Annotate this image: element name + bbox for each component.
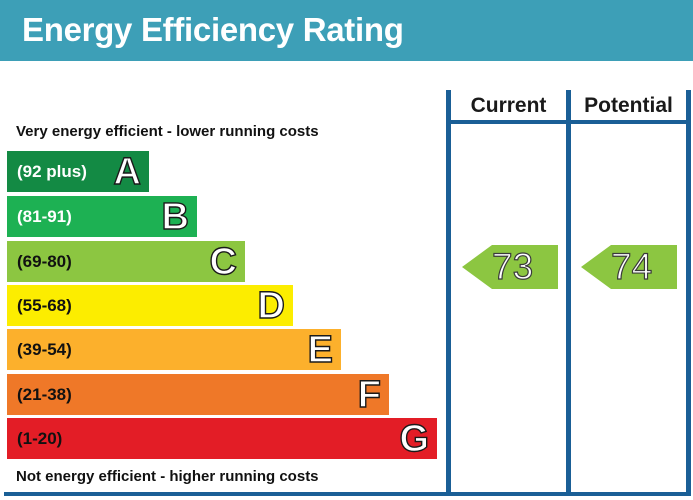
inefficient-note: Not energy efficient - higher running co…	[16, 468, 319, 485]
band-g-letter: G	[399, 417, 430, 460]
middle-divider	[566, 90, 571, 495]
right-divider	[686, 90, 691, 495]
band-f: (21-38) F	[7, 373, 389, 417]
band-c: (69-80) C	[7, 240, 245, 284]
band-f-range: (21-38)	[17, 385, 72, 404]
band-f-letter: F	[357, 373, 382, 416]
band-b-range: (81-91)	[17, 207, 72, 226]
potential-rating-value: 74	[610, 245, 653, 287]
band-a-letter: A	[113, 150, 142, 193]
header-bar: Energy Efficiency Rating	[0, 0, 693, 61]
band-d: (55-68) D	[7, 284, 293, 328]
band-b: (81-91) B	[7, 195, 197, 239]
current-column-header: Current	[470, 94, 547, 117]
band-a: (92 plus) A	[7, 150, 149, 194]
potential-arrow-shape	[581, 245, 677, 289]
efficient-note: Very energy efficient - lower running co…	[16, 123, 319, 140]
current-arrow-shape	[462, 245, 558, 289]
band-e-letter: E	[307, 328, 334, 371]
current-rating-arrow: 73	[462, 245, 558, 289]
bottom-rule	[4, 492, 691, 496]
header-rule	[446, 120, 691, 124]
band-e: (39-54) E	[7, 328, 341, 372]
band-g-range: (1-20)	[17, 429, 63, 448]
band-a-range: (92 plus)	[17, 162, 87, 181]
band-e-range: (39-54)	[17, 340, 72, 359]
band-c-range: (69-80)	[17, 252, 72, 271]
potential-rating-arrow: 74	[581, 245, 677, 289]
left-divider	[446, 90, 451, 495]
page-title: Energy Efficiency Rating	[22, 11, 404, 48]
potential-column-header: Potential	[584, 94, 673, 117]
band-d-range: (55-68)	[17, 296, 72, 315]
current-rating-value: 73	[491, 245, 534, 287]
band-g: (1-20) G	[7, 417, 437, 461]
band-d-letter: D	[257, 284, 286, 327]
band-b-letter: B	[161, 195, 190, 238]
band-c-letter: C	[209, 240, 238, 283]
